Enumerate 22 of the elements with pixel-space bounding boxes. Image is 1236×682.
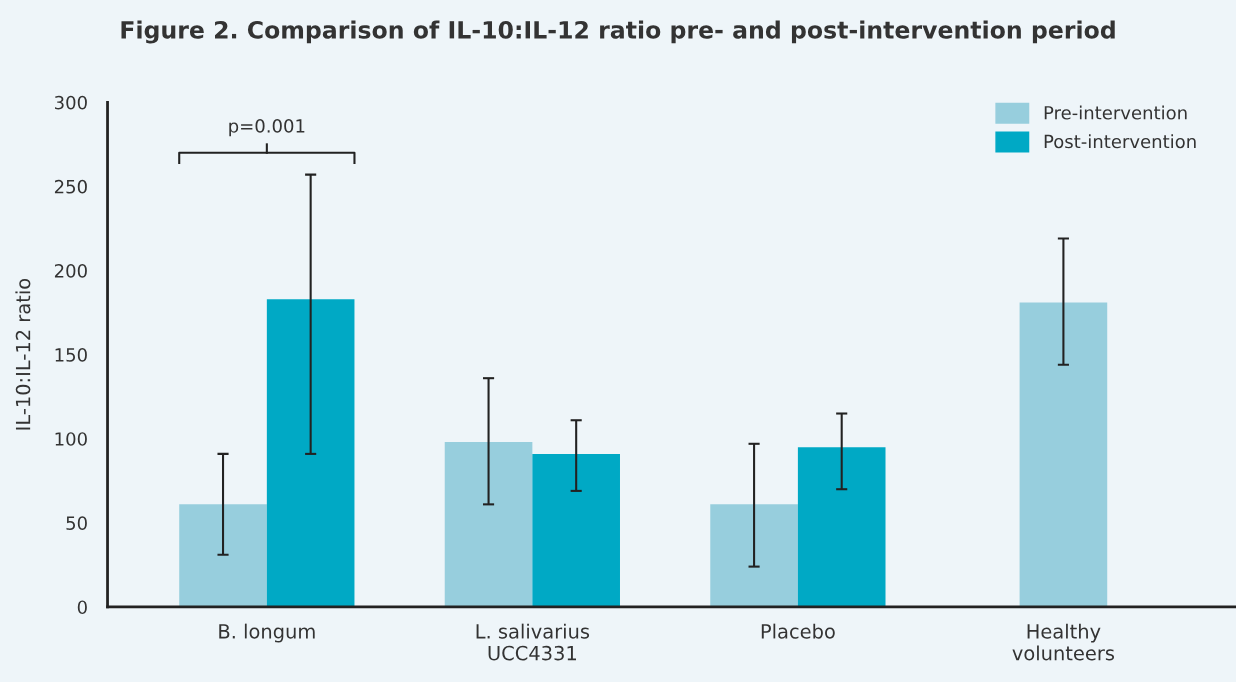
y-tick-label: 250 (54, 179, 87, 194)
chart-title: Figure 2. Comparison of IL-10:IL-12 ratio pre- and post-intervention period (121, 20, 1115, 44)
annotation: p=0.001 (229, 119, 305, 137)
bar (266, 299, 355, 607)
x-tick-label: B. longum (219, 623, 315, 643)
bar (532, 453, 620, 607)
y-tick-label: 0 (77, 600, 87, 615)
bar (710, 504, 798, 607)
y-tick-label: 200 (54, 263, 87, 278)
x-tick-label: L. salivarius UCC4331 (476, 623, 590, 661)
y-axis-title: IL-10:IL-12 ratio (15, 278, 31, 430)
bar (797, 447, 886, 607)
y-tick-label: 50 (66, 516, 87, 530)
legend-label: Post-intervention (1044, 134, 1196, 149)
bar (444, 442, 533, 607)
bar (179, 504, 267, 607)
y-tick-label: 100 (55, 432, 87, 446)
x-tick-label: Healthy volunteers (1012, 623, 1115, 661)
x-tick-label: Placebo (761, 623, 835, 639)
y-tick-label: 300 (55, 95, 87, 110)
legend-label: Pre-intervention (1044, 105, 1187, 120)
y-tick-label: 150 (55, 348, 87, 362)
